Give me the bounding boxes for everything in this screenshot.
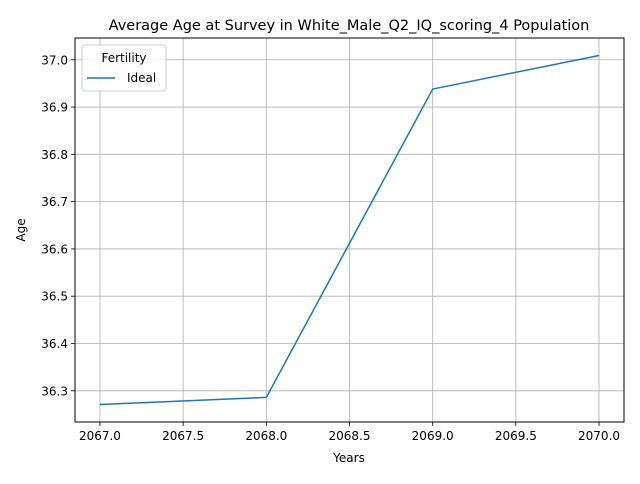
chart-title: Average Age at Survey in White_Male_Q2_I… xyxy=(109,18,590,34)
legend-title: Fertility xyxy=(101,51,146,65)
grid-lines xyxy=(75,38,624,422)
y-tick-label: 37.0 xyxy=(41,53,68,67)
x-tick-label: 2068.0 xyxy=(245,429,287,443)
y-axis-label: Age xyxy=(14,218,28,241)
x-axis-label: Years xyxy=(332,451,365,465)
x-tick-label: 2069.5 xyxy=(495,429,537,443)
legend: Fertility Ideal xyxy=(81,44,167,92)
x-tick-label: 2070.0 xyxy=(578,429,620,443)
series-lines xyxy=(99,54,600,406)
legend-label-ideal: Ideal xyxy=(127,71,156,85)
y-tick-label: 36.7 xyxy=(41,195,68,209)
x-tick-label: 2067.0 xyxy=(79,429,121,443)
y-tick-label: 36.6 xyxy=(41,242,68,256)
y-tick-label: 36.9 xyxy=(41,101,68,115)
legend-box xyxy=(81,44,167,92)
y-tick-label: 36.8 xyxy=(41,148,68,162)
y-axis-ticks: 36.3 36.4 36.5 36.6 36.7 36.8 36.9 37.0 xyxy=(41,53,75,398)
y-tick-label: 36.4 xyxy=(41,337,68,351)
y-tick-label: 36.5 xyxy=(41,290,68,304)
series-line-ideal xyxy=(99,54,600,406)
x-axis-ticks: 2067.0 2067.5 2068.0 2068.5 2069.0 2069.5 2070… xyxy=(79,422,620,443)
x-tick-label: 2069.0 xyxy=(412,429,454,443)
x-tick-label: 2068.5 xyxy=(329,429,371,443)
y-tick-label: 36.3 xyxy=(41,384,68,398)
x-tick-label: 2067.5 xyxy=(162,429,204,443)
